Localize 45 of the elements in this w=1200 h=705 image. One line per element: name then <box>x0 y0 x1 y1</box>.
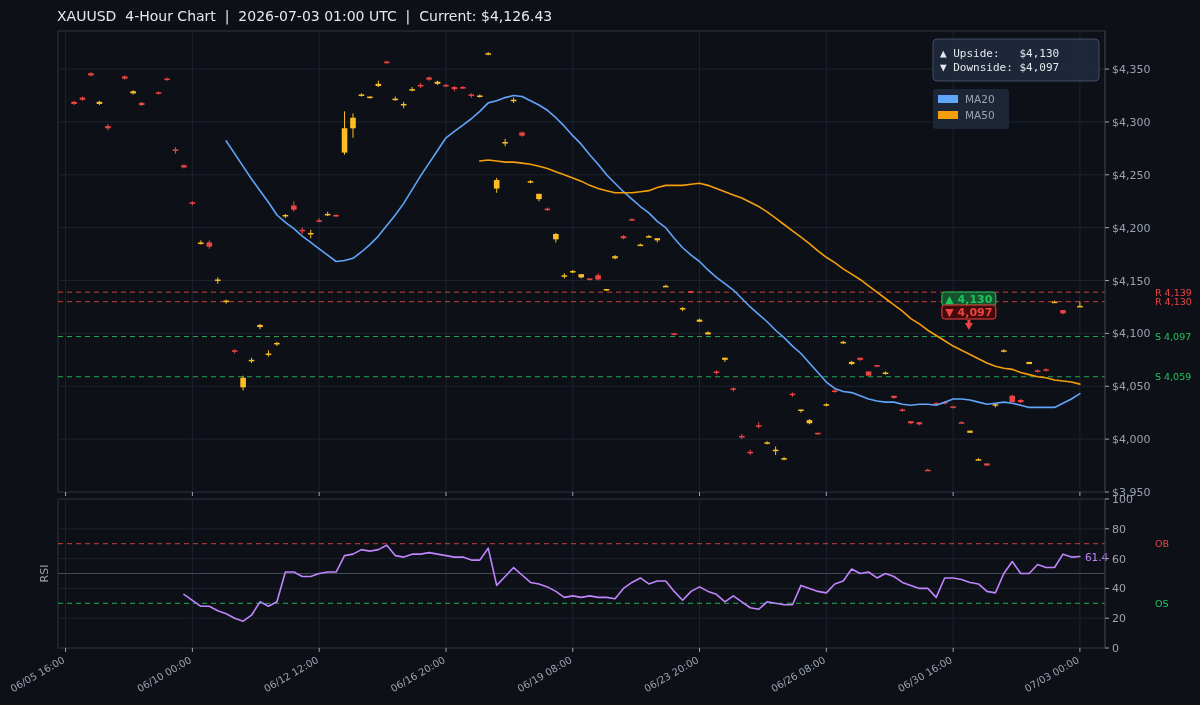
ref-line-label: OS <box>1155 597 1169 609</box>
candlestick <box>88 71 94 77</box>
y-axis-title: RSI <box>38 564 51 583</box>
legend-label: MA50 <box>965 109 995 121</box>
candlestick <box>502 138 508 147</box>
y-tick-label: $4,150 <box>1112 274 1151 288</box>
y-tick-label: $4,000 <box>1112 433 1151 447</box>
candlestick <box>71 100 77 106</box>
y-tick-label: 60 <box>1112 552 1126 566</box>
y-tick-label: 80 <box>1112 522 1126 536</box>
candlestick <box>181 163 187 169</box>
line-series <box>183 544 1081 622</box>
candlestick <box>595 272 601 282</box>
legend-label: MA20 <box>965 93 995 105</box>
annotation: ▲ 4,130 <box>945 293 993 306</box>
line-series <box>225 94 1081 409</box>
candlestick <box>629 217 635 221</box>
candlestick <box>519 130 525 138</box>
ref-line-label: S 4,097 <box>1155 331 1192 343</box>
info-panel: ▲ Upside: $4,130 ▼ Downside: $4,097 <box>932 38 1100 82</box>
ref-line-label: R 4,139 <box>1155 286 1192 298</box>
candlestick <box>350 112 356 139</box>
candlestick <box>612 254 618 260</box>
data-label: 61.4 <box>1084 550 1109 563</box>
y-tick-label: $4,200 <box>1112 221 1151 235</box>
y-tick-label: 40 <box>1112 582 1126 596</box>
chart-title: XAUUSD 4-Hour Chart | 2026-07-03 01:00 UTC | Current: $4,126.43 <box>57 8 553 25</box>
candlestick <box>105 123 111 131</box>
annotation: ▲ Upside: $4,130 <box>940 47 1060 60</box>
candlestick <box>722 357 728 363</box>
y-tick-label: $4,250 <box>1112 168 1151 182</box>
ref-line-label: OB <box>1155 538 1169 550</box>
annotation: ▼ 4,097 <box>945 306 993 319</box>
ref-line-label: R 4,130 <box>1155 296 1192 308</box>
ref-line-label: S 4,059 <box>1155 371 1192 383</box>
y-tick-label: $4,050 <box>1112 380 1151 394</box>
y-tick-label: $4,300 <box>1112 115 1151 129</box>
y-tick-label: 20 <box>1112 612 1126 626</box>
y-tick-label: 0 <box>1112 642 1119 655</box>
candlestick <box>426 75 432 82</box>
candlestick <box>257 323 263 330</box>
line-series <box>478 159 1081 385</box>
y-tick-label: $4,100 <box>1112 327 1151 341</box>
annotation: ▼ Downside: $4,097 <box>940 61 1060 74</box>
y-tick-label: $4,350 <box>1112 63 1151 77</box>
